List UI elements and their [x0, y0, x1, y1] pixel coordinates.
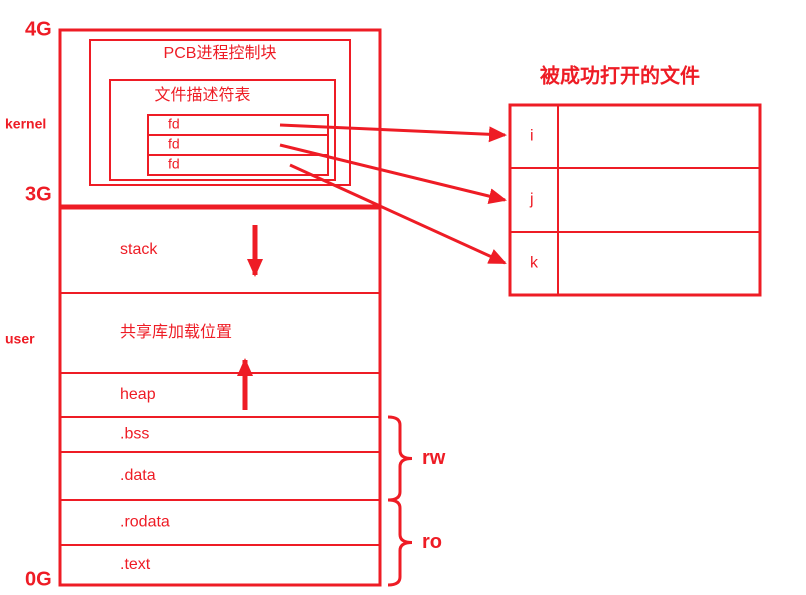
user-row-label: stack	[120, 241, 158, 258]
brace-label-ro: ro	[422, 531, 442, 553]
axis-label-g4: 4G	[25, 18, 52, 40]
user-row-label: .text	[120, 556, 151, 573]
fd-label: fd	[168, 116, 180, 132]
fd-pointer-arrow-2	[290, 165, 505, 263]
user-row-label: .rodata	[120, 514, 170, 531]
fd-pointer-arrow-0	[280, 125, 505, 135]
fd-pointer-arrow-1	[280, 145, 505, 200]
fd-label: fd	[168, 136, 180, 152]
fdt-label: 文件描述符表	[154, 86, 250, 104]
user-row-label: .bss	[120, 426, 149, 443]
axis-label-user: user	[5, 331, 35, 347]
user-row-label: .data	[120, 467, 156, 484]
file-table-title: 被成功打开的文件	[540, 63, 700, 87]
axis-label-kernel: kernel	[5, 116, 46, 132]
file-table-row-label: j	[529, 191, 534, 208]
axis-label-g3: 3G	[25, 183, 52, 205]
file-table-row-label: i	[530, 128, 534, 145]
brace-label-rw: rw	[422, 447, 446, 469]
brace-rw	[388, 417, 412, 500]
memory-outer-box	[60, 30, 380, 585]
user-row-label: 共享库加载位置	[120, 323, 232, 341]
file-table-box	[510, 105, 760, 295]
memory-diagram: PCB进程控制块文件描述符表 fd fd fd stack 共享库加载位置 heap .bss…	[0, 0, 806, 595]
axis-label-g0: 0G	[25, 568, 52, 590]
brace-ro	[388, 500, 412, 585]
file-table-row-label: k	[530, 255, 539, 272]
pcb-label: PCB进程控制块	[164, 44, 277, 62]
fd-label: fd	[168, 156, 180, 172]
user-row-label: heap	[120, 386, 156, 403]
